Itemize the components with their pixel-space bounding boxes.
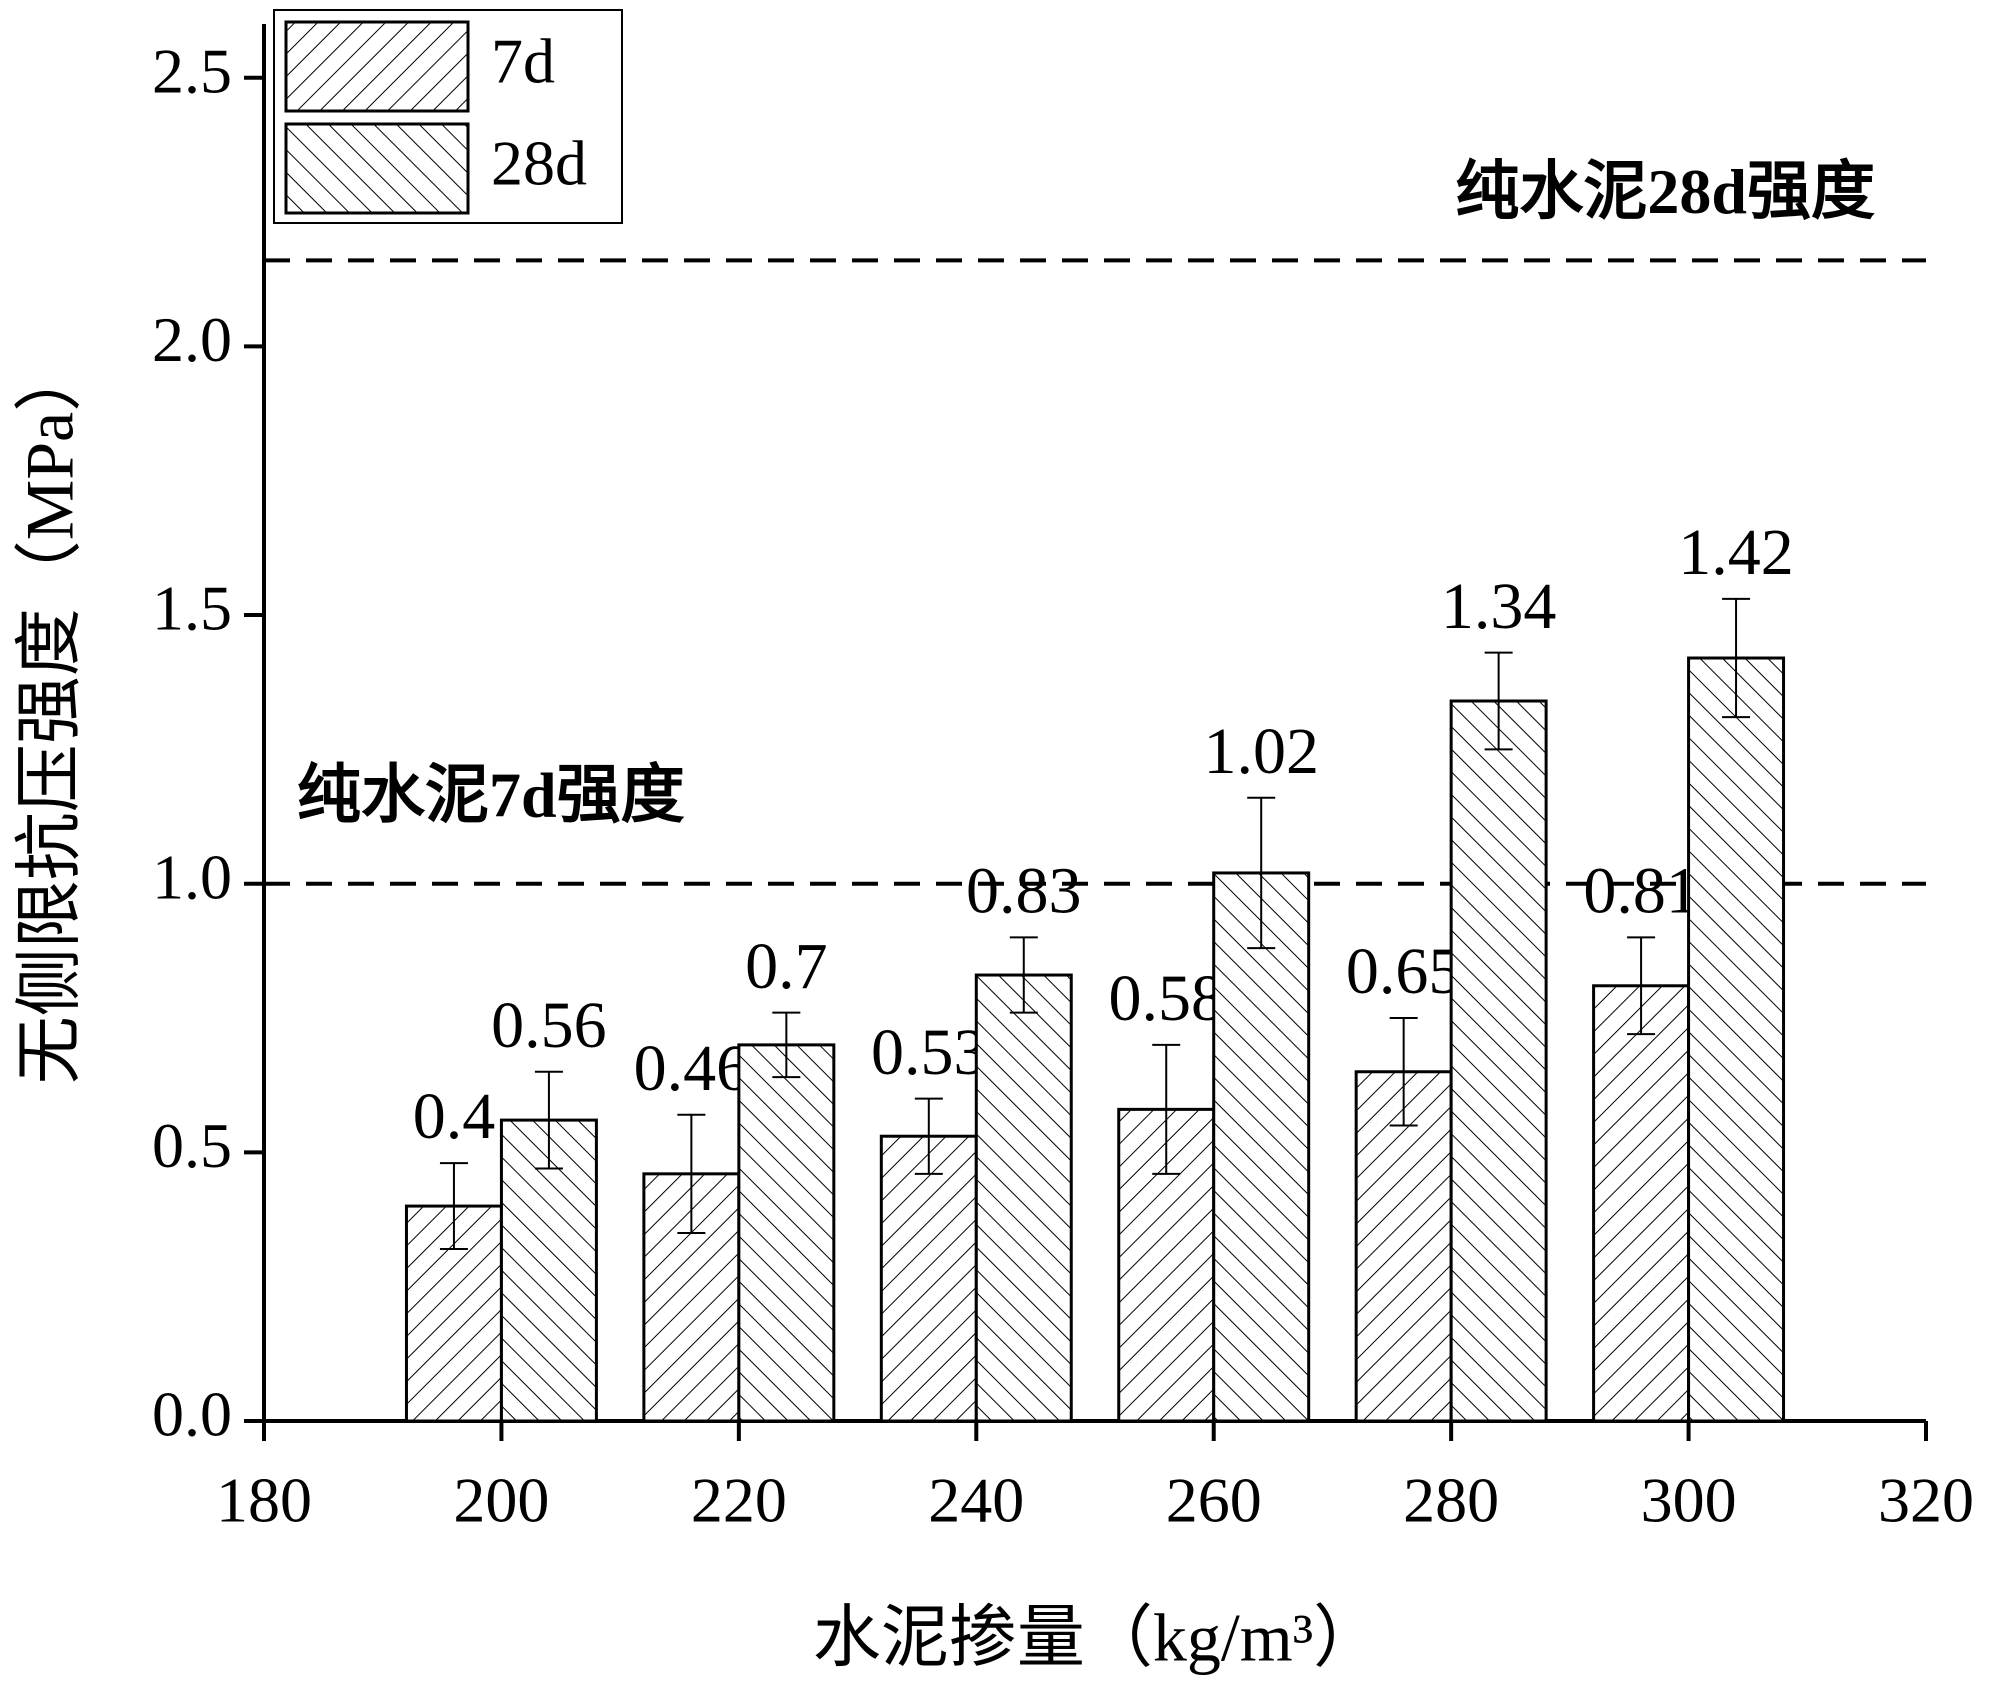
value-label: 0.58 — [1108, 962, 1224, 1035]
value-label: 1.34 — [1441, 570, 1557, 643]
reference-label: 纯水泥28d强度 — [1455, 156, 1875, 227]
bar — [1354, 1070, 1453, 1423]
y-tick-label: 0.0 — [152, 1379, 232, 1450]
x-tick-label: 320 — [1878, 1465, 1974, 1536]
bar — [879, 1134, 978, 1423]
value-label: 1.02 — [1203, 715, 1319, 788]
y-tick-label: 1.5 — [152, 573, 232, 644]
legend-swatch — [284, 122, 470, 215]
value-label: 0.46 — [634, 1032, 750, 1105]
value-label: 0.56 — [491, 989, 607, 1062]
y-tick-label: 1.0 — [152, 841, 232, 912]
legend-label: 7d — [491, 26, 555, 97]
value-label: 0.65 — [1346, 935, 1462, 1008]
y-axis-label: 无侧限抗压强度（MPa） — [12, 344, 88, 1084]
y-tick-label: 2.5 — [152, 35, 232, 106]
bar — [737, 1043, 836, 1423]
x-tick-label: 180 — [216, 1465, 312, 1536]
x-tick-label: 280 — [1403, 1465, 1499, 1536]
x-axis-label: 水泥掺量（kg/m³） — [813, 1600, 1381, 1676]
legend-swatch — [284, 20, 470, 113]
bar — [1449, 699, 1548, 1423]
value-label: 0.53 — [871, 1016, 987, 1089]
x-tick-label: 220 — [691, 1465, 787, 1536]
value-label: 1.42 — [1678, 516, 1794, 589]
x-tick-label: 240 — [928, 1465, 1024, 1536]
bar — [1212, 871, 1311, 1423]
x-tick-label: 200 — [453, 1465, 549, 1536]
legend-label: 28d — [491, 128, 587, 199]
reference-label: 纯水泥7d强度 — [297, 759, 685, 830]
value-label: 0.7 — [745, 930, 828, 1003]
y-tick-label: 0.5 — [152, 1110, 232, 1181]
y-tick-label: 2.0 — [152, 304, 232, 375]
bar — [1687, 656, 1786, 1423]
value-label: 0.4 — [413, 1080, 496, 1153]
x-tick-label: 300 — [1641, 1465, 1737, 1536]
bar — [499, 1118, 598, 1423]
bar — [1592, 984, 1691, 1423]
value-label: 0.81 — [1583, 855, 1699, 928]
value-label: 0.83 — [966, 855, 1082, 928]
x-tick-label: 260 — [1166, 1465, 1262, 1536]
bar — [974, 973, 1073, 1423]
